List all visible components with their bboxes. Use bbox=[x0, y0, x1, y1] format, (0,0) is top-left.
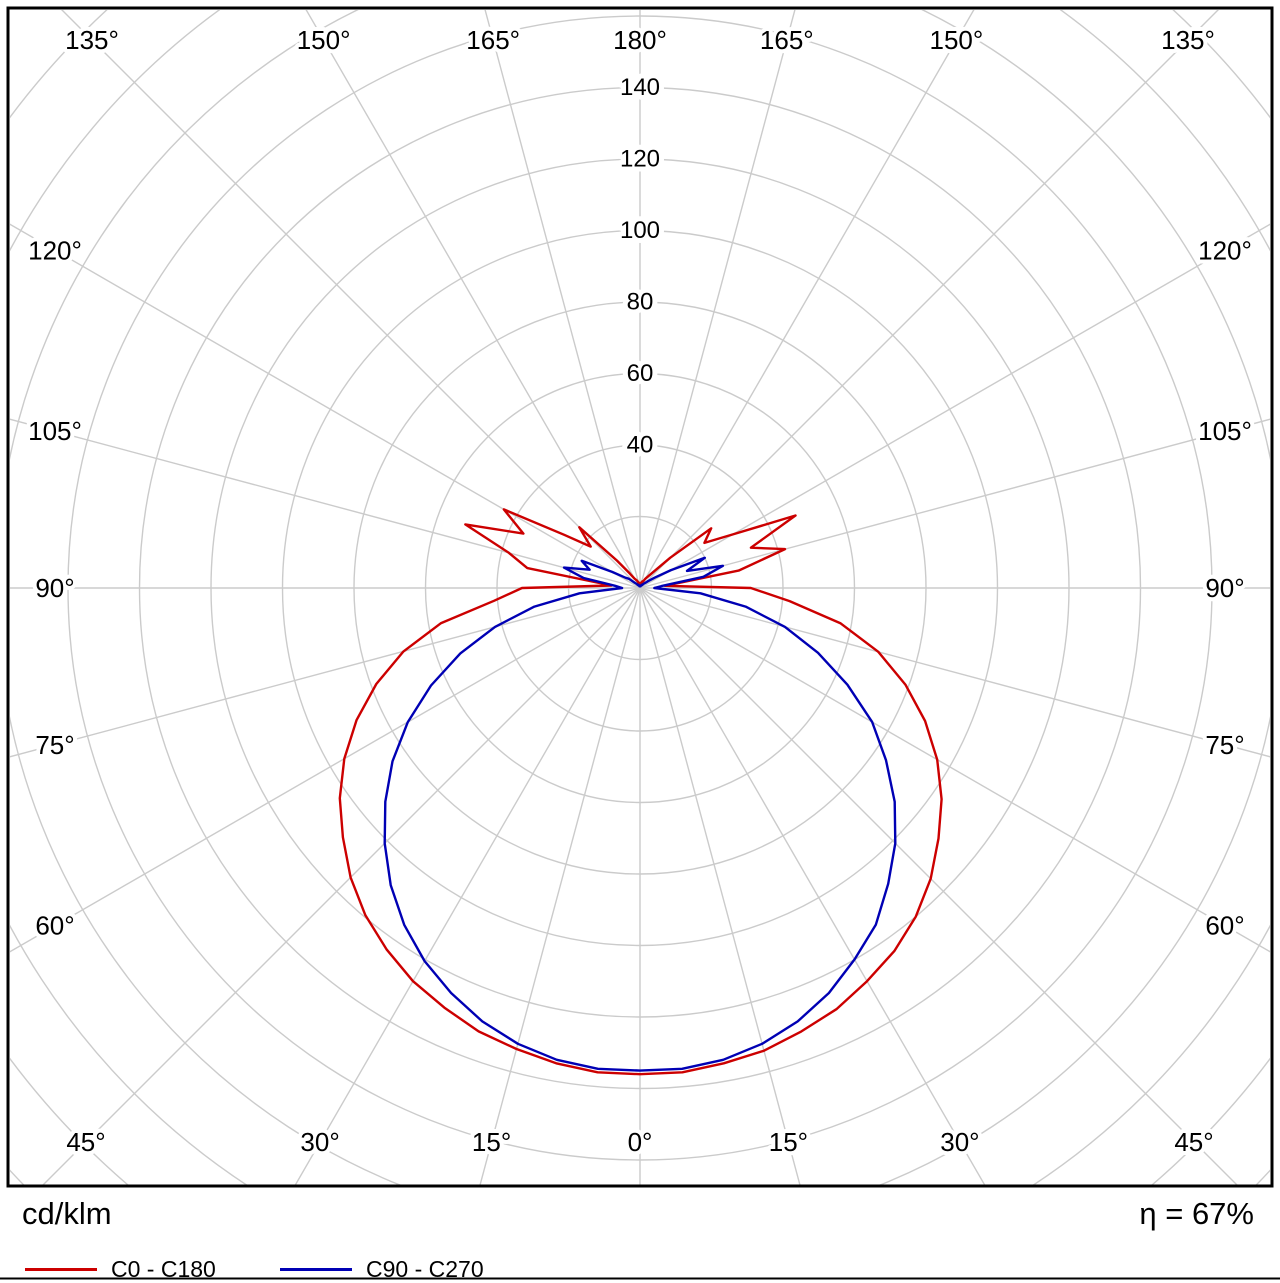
angle-label: 60° bbox=[35, 911, 74, 941]
angle-label: 90° bbox=[1205, 573, 1244, 603]
legend-line-blue-icon bbox=[280, 1268, 352, 1271]
grid-spoke bbox=[10, 223, 641, 589]
radial-tick-label: 40 bbox=[627, 432, 654, 459]
grid-spoke bbox=[293, 587, 641, 1186]
angle-label: 30° bbox=[940, 1127, 979, 1157]
grid-spoke bbox=[639, 10, 1219, 589]
curve-c0-c180 bbox=[338, 508, 943, 1076]
angle-label: 15° bbox=[769, 1127, 808, 1157]
radial-tick-label: 80 bbox=[627, 289, 654, 316]
grid-spoke bbox=[479, 587, 641, 1186]
radial-tick-label: 140 bbox=[620, 74, 660, 101]
grid-spoke bbox=[639, 587, 1270, 758]
plot-frame bbox=[6, 6, 1274, 1188]
angle-label: 150° bbox=[297, 25, 351, 55]
angle-label: 105° bbox=[1198, 416, 1252, 446]
angle-label: 45° bbox=[66, 1127, 105, 1157]
grid-spoke bbox=[484, 10, 641, 589]
legend-item-c90-c270: C90 - C270 bbox=[280, 1256, 484, 1283]
grid-spoke bbox=[10, 418, 641, 589]
angle-label: 165° bbox=[760, 25, 814, 55]
curve-c90-c270 bbox=[383, 556, 897, 1072]
grid-spoke bbox=[10, 587, 641, 758]
angle-label: 135° bbox=[1161, 25, 1215, 55]
units-label: cd/klm bbox=[22, 1196, 112, 1231]
grid-spoke bbox=[639, 587, 1270, 953]
angle-label: 135° bbox=[65, 25, 119, 55]
grid-spoke bbox=[61, 10, 641, 589]
angle-label: 120° bbox=[28, 235, 82, 265]
angle-label: 120° bbox=[1198, 235, 1252, 265]
efficiency-label: η = 67% bbox=[1139, 1196, 1254, 1231]
grid-spoke bbox=[639, 587, 987, 1186]
curves bbox=[338, 508, 943, 1076]
angle-label: 60° bbox=[1205, 911, 1244, 941]
grid-spoke bbox=[639, 10, 975, 589]
grid-spoke bbox=[639, 587, 1239, 1186]
legend-item-c0-c180: C0 - C180 bbox=[25, 1256, 216, 1283]
grid-spoke bbox=[305, 10, 641, 589]
grid-spoke bbox=[41, 587, 641, 1186]
angle-label: 45° bbox=[1174, 1127, 1213, 1157]
angle-label: 15° bbox=[472, 1127, 511, 1157]
angle-label: 75° bbox=[35, 730, 74, 760]
legend-label-c0-c180: C0 - C180 bbox=[111, 1256, 216, 1282]
legend-line-red-icon bbox=[25, 1268, 97, 1271]
grid-spoke bbox=[639, 10, 796, 589]
angle-label: 150° bbox=[930, 25, 984, 55]
angle-label: 30° bbox=[300, 1127, 339, 1157]
radial-tick-label: 120 bbox=[620, 146, 660, 173]
radial-tick-label: 60 bbox=[627, 360, 654, 387]
legend-label-c90-c270: C90 - C270 bbox=[366, 1256, 484, 1282]
grid-spoke bbox=[10, 587, 641, 953]
angle-label: 105° bbox=[28, 416, 82, 446]
grid-spoke bbox=[639, 418, 1270, 589]
grid-spoke bbox=[639, 223, 1270, 589]
angle-label: 0° bbox=[628, 1127, 653, 1157]
angle-label: 180° bbox=[613, 25, 667, 55]
radial-tick-label: 100 bbox=[620, 217, 660, 244]
angle-label: 90° bbox=[35, 573, 74, 603]
angle-label: 165° bbox=[466, 25, 520, 55]
angle-label: 75° bbox=[1205, 730, 1244, 760]
grid-spoke bbox=[639, 587, 801, 1186]
